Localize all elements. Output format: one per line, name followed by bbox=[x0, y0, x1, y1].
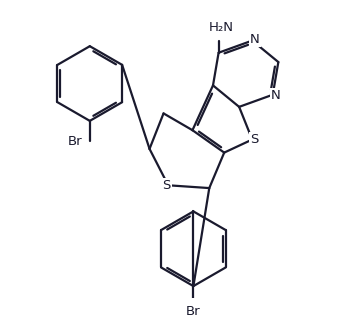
Text: N: N bbox=[271, 89, 280, 102]
Text: N: N bbox=[250, 33, 260, 46]
Text: H₂N: H₂N bbox=[209, 21, 234, 34]
Text: Br: Br bbox=[68, 135, 82, 148]
Text: S: S bbox=[162, 179, 171, 192]
Text: Br: Br bbox=[186, 305, 201, 318]
Text: S: S bbox=[250, 133, 258, 146]
